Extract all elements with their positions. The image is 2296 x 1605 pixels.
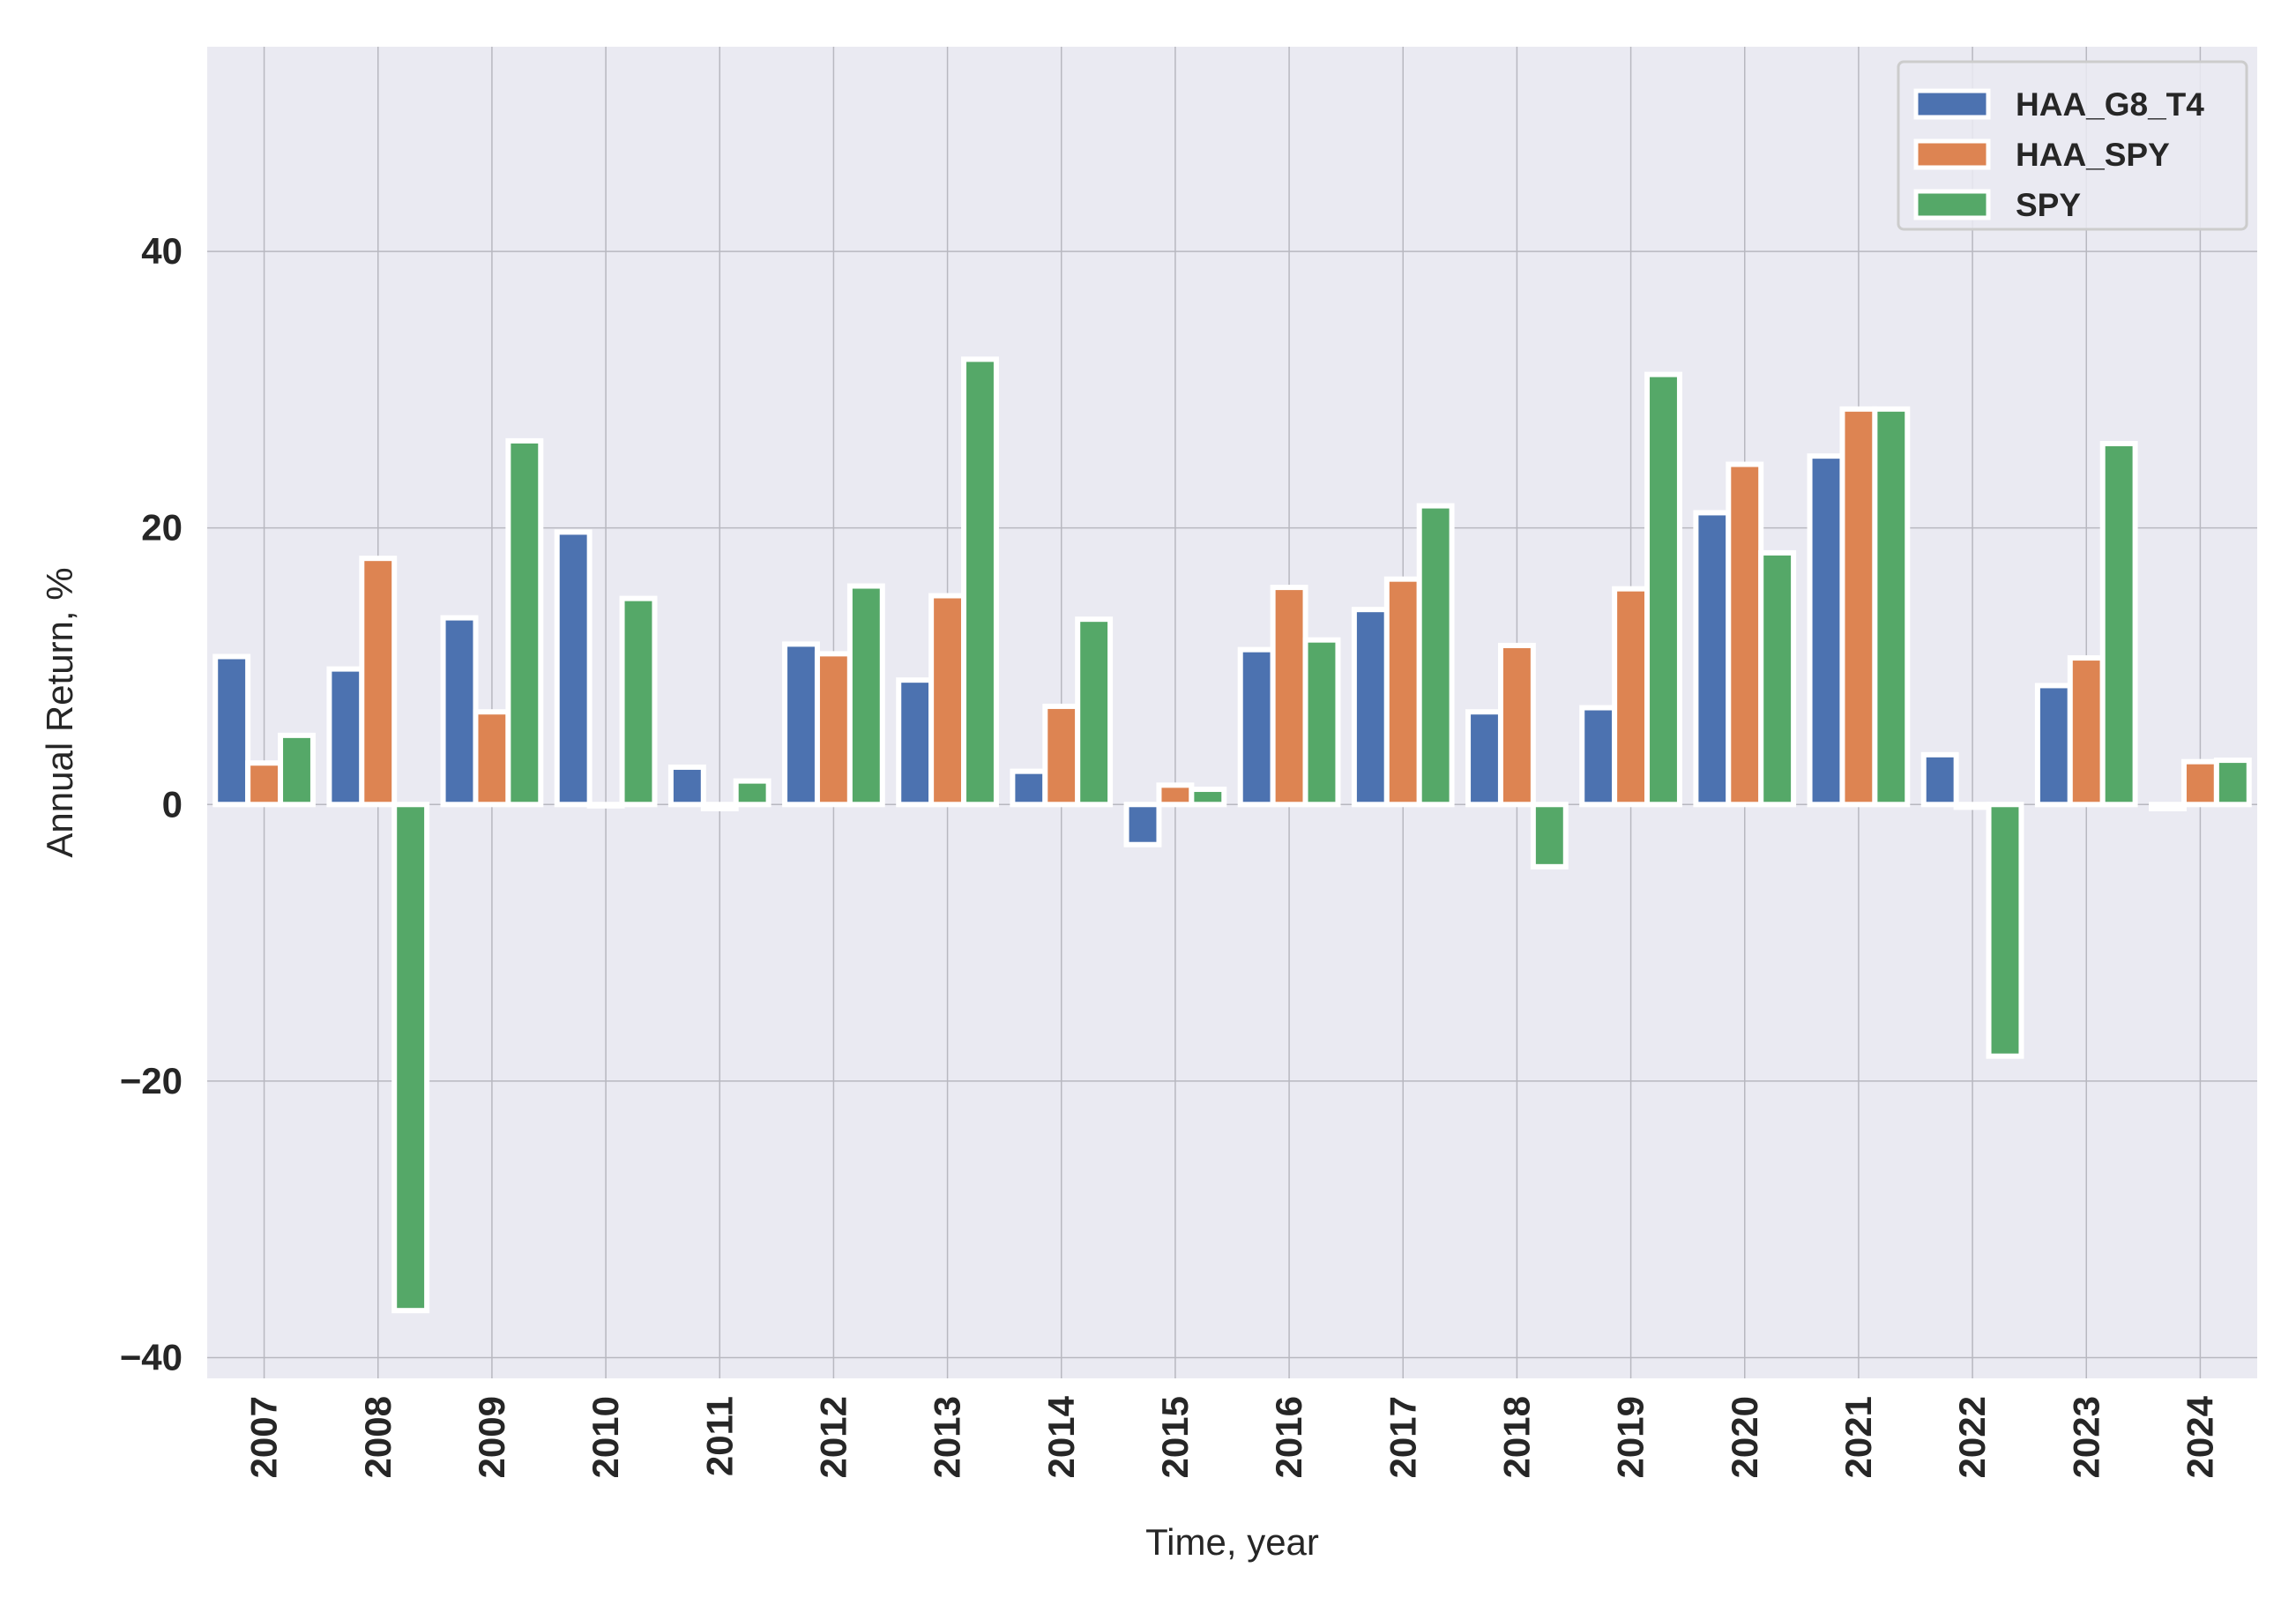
x-tick-label: 2007 bbox=[243, 1396, 285, 1478]
bar-haa-spy-2013 bbox=[928, 593, 967, 808]
bar-spy-2007 bbox=[278, 732, 316, 808]
bar-haa-g8-t4-2021 bbox=[1807, 453, 1845, 808]
bar-haa-spy-2015 bbox=[1156, 782, 1195, 808]
bar-spy-2013 bbox=[961, 356, 999, 808]
bar-haa-spy-2021 bbox=[1839, 406, 1878, 808]
y-tick-label: −20 bbox=[120, 1060, 183, 1101]
x-tick-label: 2008 bbox=[357, 1396, 399, 1478]
bar-haa-g8-t4-2024 bbox=[2149, 802, 2187, 811]
legend: HAA_G8_T4 HAA_SPY SPY bbox=[1897, 60, 2248, 231]
bar-haa-g8-t4-2023 bbox=[2034, 683, 2073, 808]
bar-haa-spy-2020 bbox=[1726, 461, 1764, 808]
bar-spy-2023 bbox=[2099, 441, 2138, 808]
x-tick-label: 2012 bbox=[812, 1396, 854, 1478]
legend-label: HAA_SPY bbox=[2016, 137, 2170, 173]
x-tick-label: 2009 bbox=[471, 1396, 512, 1478]
x-axis-label: Time, year bbox=[1145, 1521, 1319, 1563]
x-tick-label: 2014 bbox=[1040, 1395, 1082, 1478]
bar-spy-2020 bbox=[1758, 549, 1797, 808]
x-tick-label: 2018 bbox=[1495, 1396, 1537, 1478]
x-tick-label: 2023 bbox=[2065, 1396, 2106, 1478]
y-tick-labels: −40 −20 0 20 40 bbox=[120, 230, 183, 1377]
bar-spy-2011 bbox=[733, 778, 772, 808]
bar-haa-spy-2010 bbox=[586, 802, 625, 809]
x-tick-label: 2020 bbox=[1724, 1396, 1765, 1478]
x-tick-label: 2024 bbox=[2179, 1395, 2220, 1478]
bar-spy-2009 bbox=[505, 437, 544, 808]
bar-haa-spy-2009 bbox=[473, 709, 511, 808]
bar-spy-2019 bbox=[1644, 371, 1682, 808]
legend-label: SPY bbox=[2016, 187, 2081, 223]
bar-haa-spy-2018 bbox=[1497, 642, 1536, 808]
legend-swatch-haa-g8-t4 bbox=[1913, 88, 1991, 120]
bar-haa-spy-2007 bbox=[245, 760, 284, 808]
bar-haa-g8-t4-2013 bbox=[896, 677, 935, 808]
bar-spy-2015 bbox=[1189, 787, 1227, 808]
legend-swatch-spy bbox=[1913, 189, 1991, 220]
x-tick-label: 2011 bbox=[698, 1396, 740, 1476]
x-tick-labels: 2007 2008 2009 2010 2011 2012 2013 2014 2015 2016… bbox=[243, 1395, 2221, 1478]
bar-haa-spy-2011 bbox=[700, 802, 739, 811]
bar-haa-spy-2008 bbox=[359, 556, 398, 808]
x-tick-label: 2015 bbox=[1154, 1396, 1196, 1478]
bar-haa-spy-2022 bbox=[1953, 802, 1992, 810]
x-tick-label: 2013 bbox=[927, 1396, 968, 1478]
bar-haa-g8-t4-2008 bbox=[326, 666, 365, 808]
bar-haa-g8-t4-2009 bbox=[440, 615, 479, 808]
bar-haa-g8-t4-2011 bbox=[667, 764, 706, 808]
y-axis-label: Annual Return, % bbox=[39, 567, 80, 857]
bar-spy-2018 bbox=[1530, 802, 1569, 870]
y-tick-label: 20 bbox=[141, 507, 183, 549]
bar-haa-spy-2014 bbox=[1042, 703, 1081, 808]
bar-spy-2017 bbox=[1416, 503, 1455, 808]
bar-haa-spy-2019 bbox=[1612, 586, 1651, 808]
bar-haa-g8-t4-2010 bbox=[554, 529, 593, 808]
bar-haa-g8-t4-2015 bbox=[1123, 802, 1162, 847]
bar-haa-spy-2016 bbox=[1270, 585, 1308, 808]
bar-spy-2016 bbox=[1302, 637, 1341, 808]
bar-haa-spy-2012 bbox=[814, 651, 853, 808]
bar-haa-g8-t4-2016 bbox=[1237, 646, 1276, 808]
bar-haa-g8-t4-2022 bbox=[1920, 751, 1959, 808]
bar-haa-g8-t4-2018 bbox=[1465, 709, 1503, 808]
y-tick-label: −40 bbox=[120, 1336, 183, 1377]
bar-haa-g8-t4-2019 bbox=[1579, 705, 1618, 808]
bar-haa-g8-t4-2007 bbox=[212, 653, 251, 808]
bar-spy-2022 bbox=[1986, 802, 2024, 1059]
bar-spy-2024 bbox=[2213, 758, 2252, 808]
bar-haa-spy-2017 bbox=[1383, 576, 1422, 808]
bar-haa-g8-t4-2012 bbox=[782, 641, 820, 808]
bar-spy-2008 bbox=[391, 802, 430, 1314]
bar-haa-g8-t4-2020 bbox=[1693, 510, 1732, 808]
x-tick-label: 2022 bbox=[1951, 1396, 1993, 1478]
legend-swatch-haa-spy bbox=[1913, 138, 1991, 170]
legend-label: HAA_G8_T4 bbox=[2016, 86, 2204, 123]
bar-spy-2010 bbox=[619, 595, 658, 808]
x-tick-label: 2021 bbox=[1838, 1396, 1879, 1478]
x-tick-label: 2019 bbox=[1610, 1396, 1651, 1478]
y-tick-label: 0 bbox=[162, 783, 183, 825]
bar-haa-spy-2023 bbox=[2067, 655, 2106, 808]
bar-haa-spy-2024 bbox=[2180, 758, 2219, 808]
bar-haa-g8-t4-2014 bbox=[1010, 768, 1048, 808]
plot-area bbox=[207, 47, 2257, 1378]
bar-haa-g8-t4-2017 bbox=[1351, 607, 1390, 808]
x-tick-label: 2016 bbox=[1268, 1396, 1309, 1478]
x-tick-label: 2010 bbox=[585, 1396, 626, 1478]
x-tick-label: 2017 bbox=[1382, 1396, 1423, 1478]
y-tick-label: 40 bbox=[141, 230, 183, 272]
bar-spy-2014 bbox=[1075, 616, 1114, 808]
bars bbox=[212, 356, 2252, 1314]
bar-spy-2012 bbox=[846, 583, 885, 808]
bar-spy-2021 bbox=[1872, 406, 1911, 808]
